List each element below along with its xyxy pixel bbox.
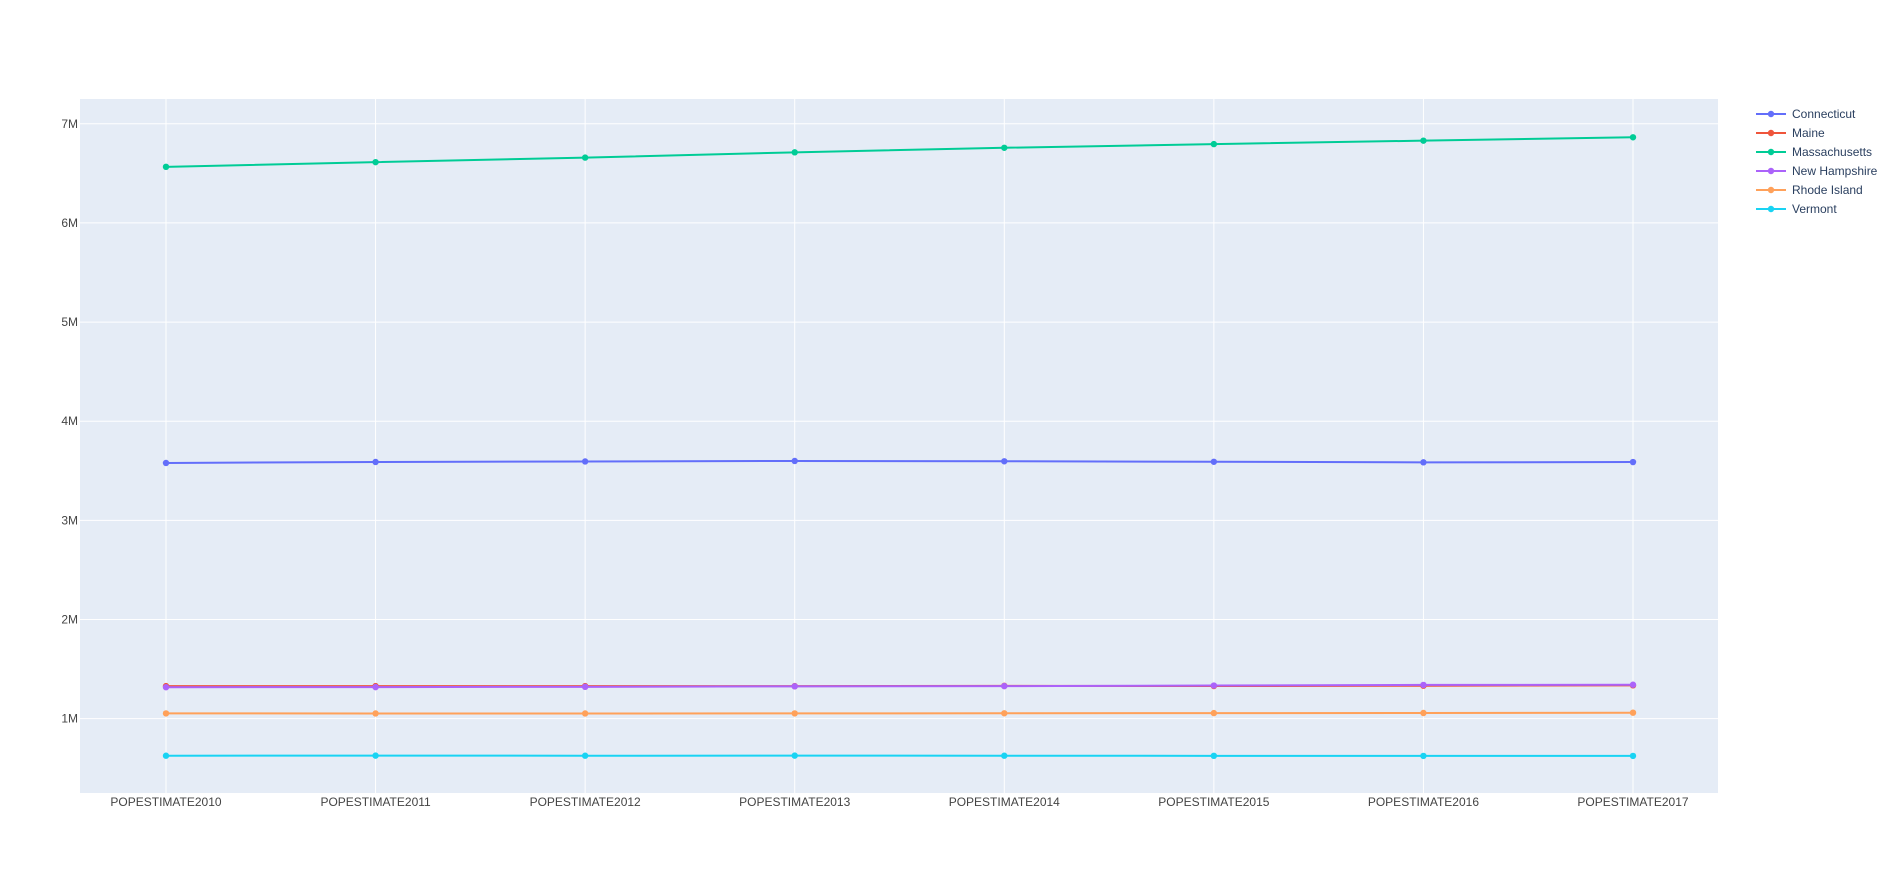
data-point[interactable] xyxy=(372,752,379,759)
data-point[interactable] xyxy=(1420,137,1427,144)
legend-swatch-marker xyxy=(1767,148,1775,156)
data-point[interactable] xyxy=(1629,752,1637,760)
data-point[interactable] xyxy=(1420,681,1427,689)
data-point[interactable] xyxy=(1001,458,1008,465)
data-point[interactable] xyxy=(791,752,798,759)
data-point[interactable] xyxy=(1629,709,1637,716)
legend-label: Maine xyxy=(1792,126,1825,140)
series-rhode-island xyxy=(162,709,1637,717)
data-point[interactable] xyxy=(372,683,379,691)
series-line xyxy=(165,136,1634,168)
data-point[interactable] xyxy=(1001,682,1008,690)
series-vermont xyxy=(162,752,1637,760)
axes: POPESTIMATE2010 POPESTIMATE2011 POPESTIMAT… xyxy=(61,117,1689,809)
data-point[interactable] xyxy=(1001,710,1008,717)
series-lines xyxy=(162,134,1637,760)
series-line xyxy=(165,711,1634,715)
legend-label: Rhode Island xyxy=(1792,183,1863,197)
x-tick-label: POPESTIMATE2016 xyxy=(1368,795,1479,809)
data-point[interactable] xyxy=(791,149,798,156)
grid-lines xyxy=(80,99,1718,793)
data-point[interactable] xyxy=(1629,681,1637,688)
legend-swatch-marker xyxy=(1767,167,1775,175)
data-point[interactable] xyxy=(1210,140,1218,148)
legend-swatch-marker xyxy=(1767,110,1775,118)
legend[interactable]: Connecticut Maine Massachusetts New Hampshi… xyxy=(1756,107,1878,216)
data-point[interactable] xyxy=(1001,752,1008,759)
x-tick-label: POPESTIMATE2014 xyxy=(949,795,1060,809)
y-tick-label: 3M xyxy=(61,513,78,527)
data-point[interactable] xyxy=(162,710,170,717)
data-point[interactable] xyxy=(581,752,589,759)
x-tick-label: POPESTIMATE2017 xyxy=(1577,795,1688,809)
data-point[interactable] xyxy=(372,458,379,466)
y-tick-label: 2M xyxy=(61,613,78,627)
data-point[interactable] xyxy=(581,154,589,161)
data-point[interactable] xyxy=(1629,134,1637,141)
data-point[interactable] xyxy=(791,683,798,690)
data-point[interactable] xyxy=(372,158,379,166)
y-tick-label: 7M xyxy=(61,117,78,131)
y-tick-label: 6M xyxy=(61,216,78,230)
legend-item[interactable]: New Hampshire xyxy=(1756,164,1878,178)
data-point[interactable] xyxy=(1210,709,1218,717)
y-tick-label: 5M xyxy=(61,315,78,329)
data-point[interactable] xyxy=(581,683,589,691)
legend-item[interactable]: Connecticut xyxy=(1756,107,1856,121)
data-point[interactable] xyxy=(791,710,798,717)
legend-swatch-marker xyxy=(1767,186,1775,194)
data-point[interactable] xyxy=(1629,458,1637,466)
data-point[interactable] xyxy=(162,163,170,171)
y-tick-label: 1M xyxy=(61,712,78,726)
series-massachusetts xyxy=(162,134,1637,171)
data-point[interactable] xyxy=(162,459,170,467)
data-point[interactable] xyxy=(791,457,798,465)
data-point[interactable] xyxy=(1210,458,1218,465)
x-tick-label: POPESTIMATE2013 xyxy=(739,795,850,809)
legend-item[interactable]: Massachusetts xyxy=(1756,145,1872,159)
data-point[interactable] xyxy=(1420,459,1427,466)
data-point[interactable] xyxy=(1210,752,1218,760)
x-tick-label: POPESTIMATE2011 xyxy=(320,795,431,809)
legend-item[interactable]: Rhode Island xyxy=(1756,183,1863,197)
legend-label: Massachusetts xyxy=(1792,145,1872,159)
data-point[interactable] xyxy=(1210,682,1218,689)
data-point[interactable] xyxy=(162,684,170,691)
series-line xyxy=(165,459,1634,464)
x-tick-label: POPESTIMATE2010 xyxy=(110,795,221,809)
data-point[interactable] xyxy=(1420,709,1427,717)
data-point[interactable] xyxy=(372,710,379,717)
legend-item[interactable]: Maine xyxy=(1756,126,1825,140)
data-point[interactable] xyxy=(581,458,589,465)
data-point[interactable] xyxy=(1420,752,1427,760)
plot-area xyxy=(80,99,1718,793)
legend-label: New Hampshire xyxy=(1792,164,1878,178)
x-tick-label: POPESTIMATE2015 xyxy=(1158,795,1269,809)
legend-label: Connecticut xyxy=(1792,107,1856,121)
data-point[interactable] xyxy=(162,752,170,759)
legend-swatch-marker xyxy=(1767,129,1775,137)
legend-label: Vermont xyxy=(1792,202,1837,216)
series-connecticut xyxy=(162,457,1637,467)
data-point[interactable] xyxy=(1001,144,1008,151)
y-tick-label: 4M xyxy=(61,414,78,428)
series-line xyxy=(165,683,1634,689)
data-point[interactable] xyxy=(581,710,589,717)
legend-item[interactable]: Vermont xyxy=(1756,202,1837,216)
legend-swatch-marker xyxy=(1767,205,1775,213)
x-tick-label: POPESTIMATE2012 xyxy=(530,795,641,809)
series-new-hampshire xyxy=(162,681,1637,691)
